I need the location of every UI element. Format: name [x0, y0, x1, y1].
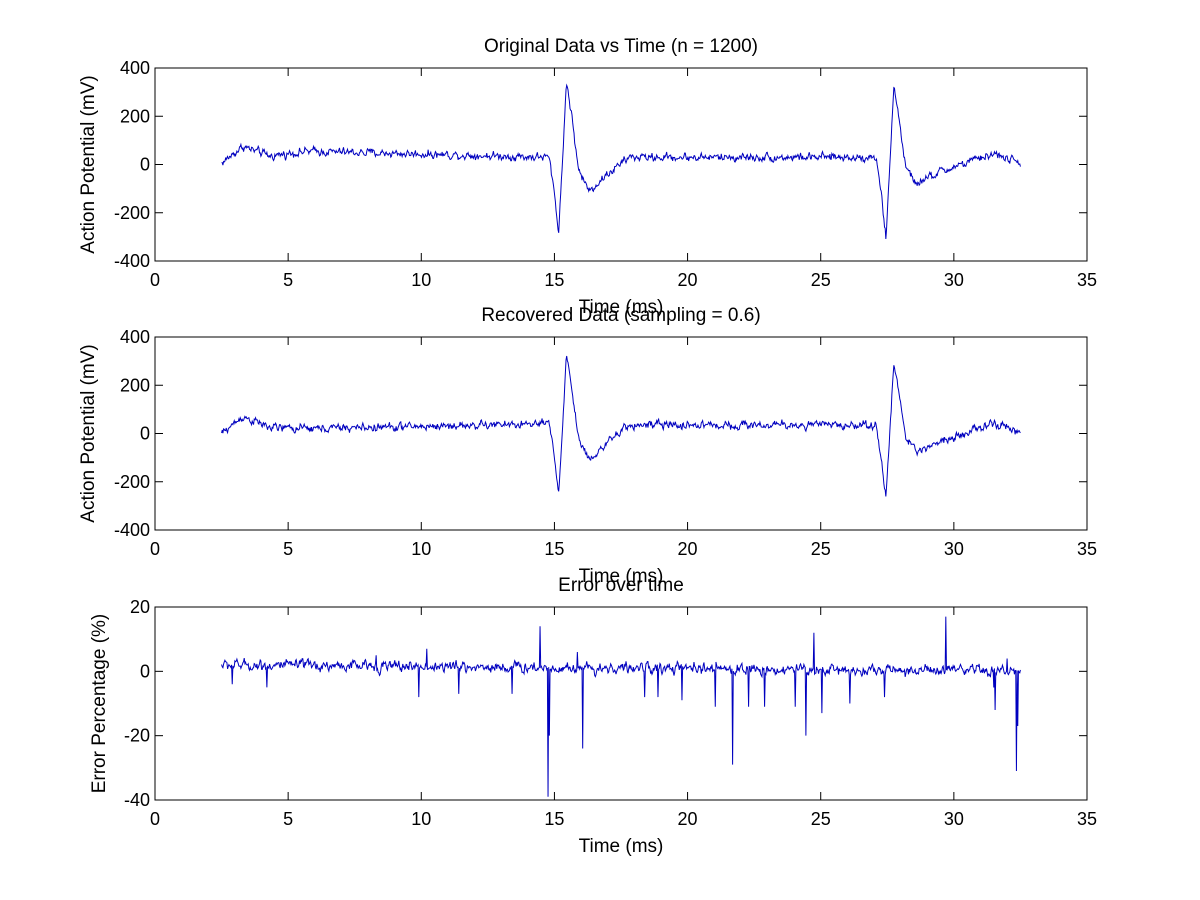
x-tick-label: 30: [944, 809, 964, 829]
x-tick-label: 25: [811, 270, 831, 290]
y-tick-label: -40: [124, 790, 150, 810]
x-tick-label: 15: [544, 270, 564, 290]
x-tick-label: 10: [411, 539, 431, 559]
x-tick-label: 30: [944, 270, 964, 290]
x-axis-label: Time (ms): [579, 836, 664, 857]
x-tick-label: 35: [1077, 270, 1097, 290]
x-tick-label: 5: [283, 809, 293, 829]
y-tick-label: 0: [140, 155, 150, 175]
series-line: [221, 355, 1021, 497]
y-tick-label: 200: [120, 375, 150, 395]
subplot-3: 0 5 10 15 20 25 30 35 -40 -20 0 20 Error over time Ti…: [89, 575, 1097, 857]
x-tick-label: 25: [811, 809, 831, 829]
x-tick-label: 20: [678, 270, 698, 290]
y-tick-label: -400: [114, 251, 150, 271]
x-tick-label: 30: [944, 539, 964, 559]
y-tick-label: -200: [114, 472, 150, 492]
x-axis-label: Time (ms): [579, 297, 664, 318]
y-axis-label: Action Potential (mV): [78, 344, 99, 522]
plot-title: Error over time: [558, 575, 684, 596]
x-tick-label: 15: [544, 809, 564, 829]
x-tick-label: 20: [678, 809, 698, 829]
axes-box: [154, 67, 1088, 262]
series-line: [221, 616, 1021, 797]
y-axis-label: Action Potential (mV): [78, 75, 99, 253]
x-tick-label: 0: [150, 270, 160, 290]
y-tick-label: 20: [130, 597, 150, 617]
subplot-2: 0 5 10 15 20 25 30 35 -400 -200 0 200 400 Recovered D…: [78, 305, 1097, 587]
x-tick-label: 0: [150, 809, 160, 829]
x-tick-label: 5: [283, 539, 293, 559]
plot-title: Original Data vs Time (n = 1200): [484, 36, 758, 57]
x-tick-label: 10: [411, 270, 431, 290]
y-tick-label: -400: [114, 520, 150, 540]
y-tick-label: -200: [114, 203, 150, 223]
x-tick-label: 20: [678, 539, 698, 559]
x-tick-label: 25: [811, 539, 831, 559]
series-line: [221, 83, 1021, 239]
x-tick-label: 35: [1077, 539, 1097, 559]
x-tick-label: 15: [544, 539, 564, 559]
y-tick-label: 200: [120, 106, 150, 126]
y-tick-label: 0: [140, 424, 150, 444]
y-tick-label: 400: [120, 327, 150, 347]
x-axis-label: Time (ms): [579, 566, 664, 587]
axes-box: [154, 606, 1088, 801]
y-tick-label: -20: [124, 726, 150, 746]
subplot-1: 0 5 10 15 20 25 30 35 -400 -200 0 200 400 Original Da…: [78, 36, 1097, 318]
x-tick-label: 0: [150, 539, 160, 559]
y-tick-label: 400: [120, 58, 150, 78]
x-tick-label: 10: [411, 809, 431, 829]
y-axis-label: Error Percentage (%): [89, 614, 110, 794]
x-tick-label: 5: [283, 270, 293, 290]
plot-title: Recovered Data (sampling = 0.6): [481, 305, 760, 326]
y-tick-label: 0: [140, 661, 150, 681]
x-tick-label: 35: [1077, 809, 1097, 829]
